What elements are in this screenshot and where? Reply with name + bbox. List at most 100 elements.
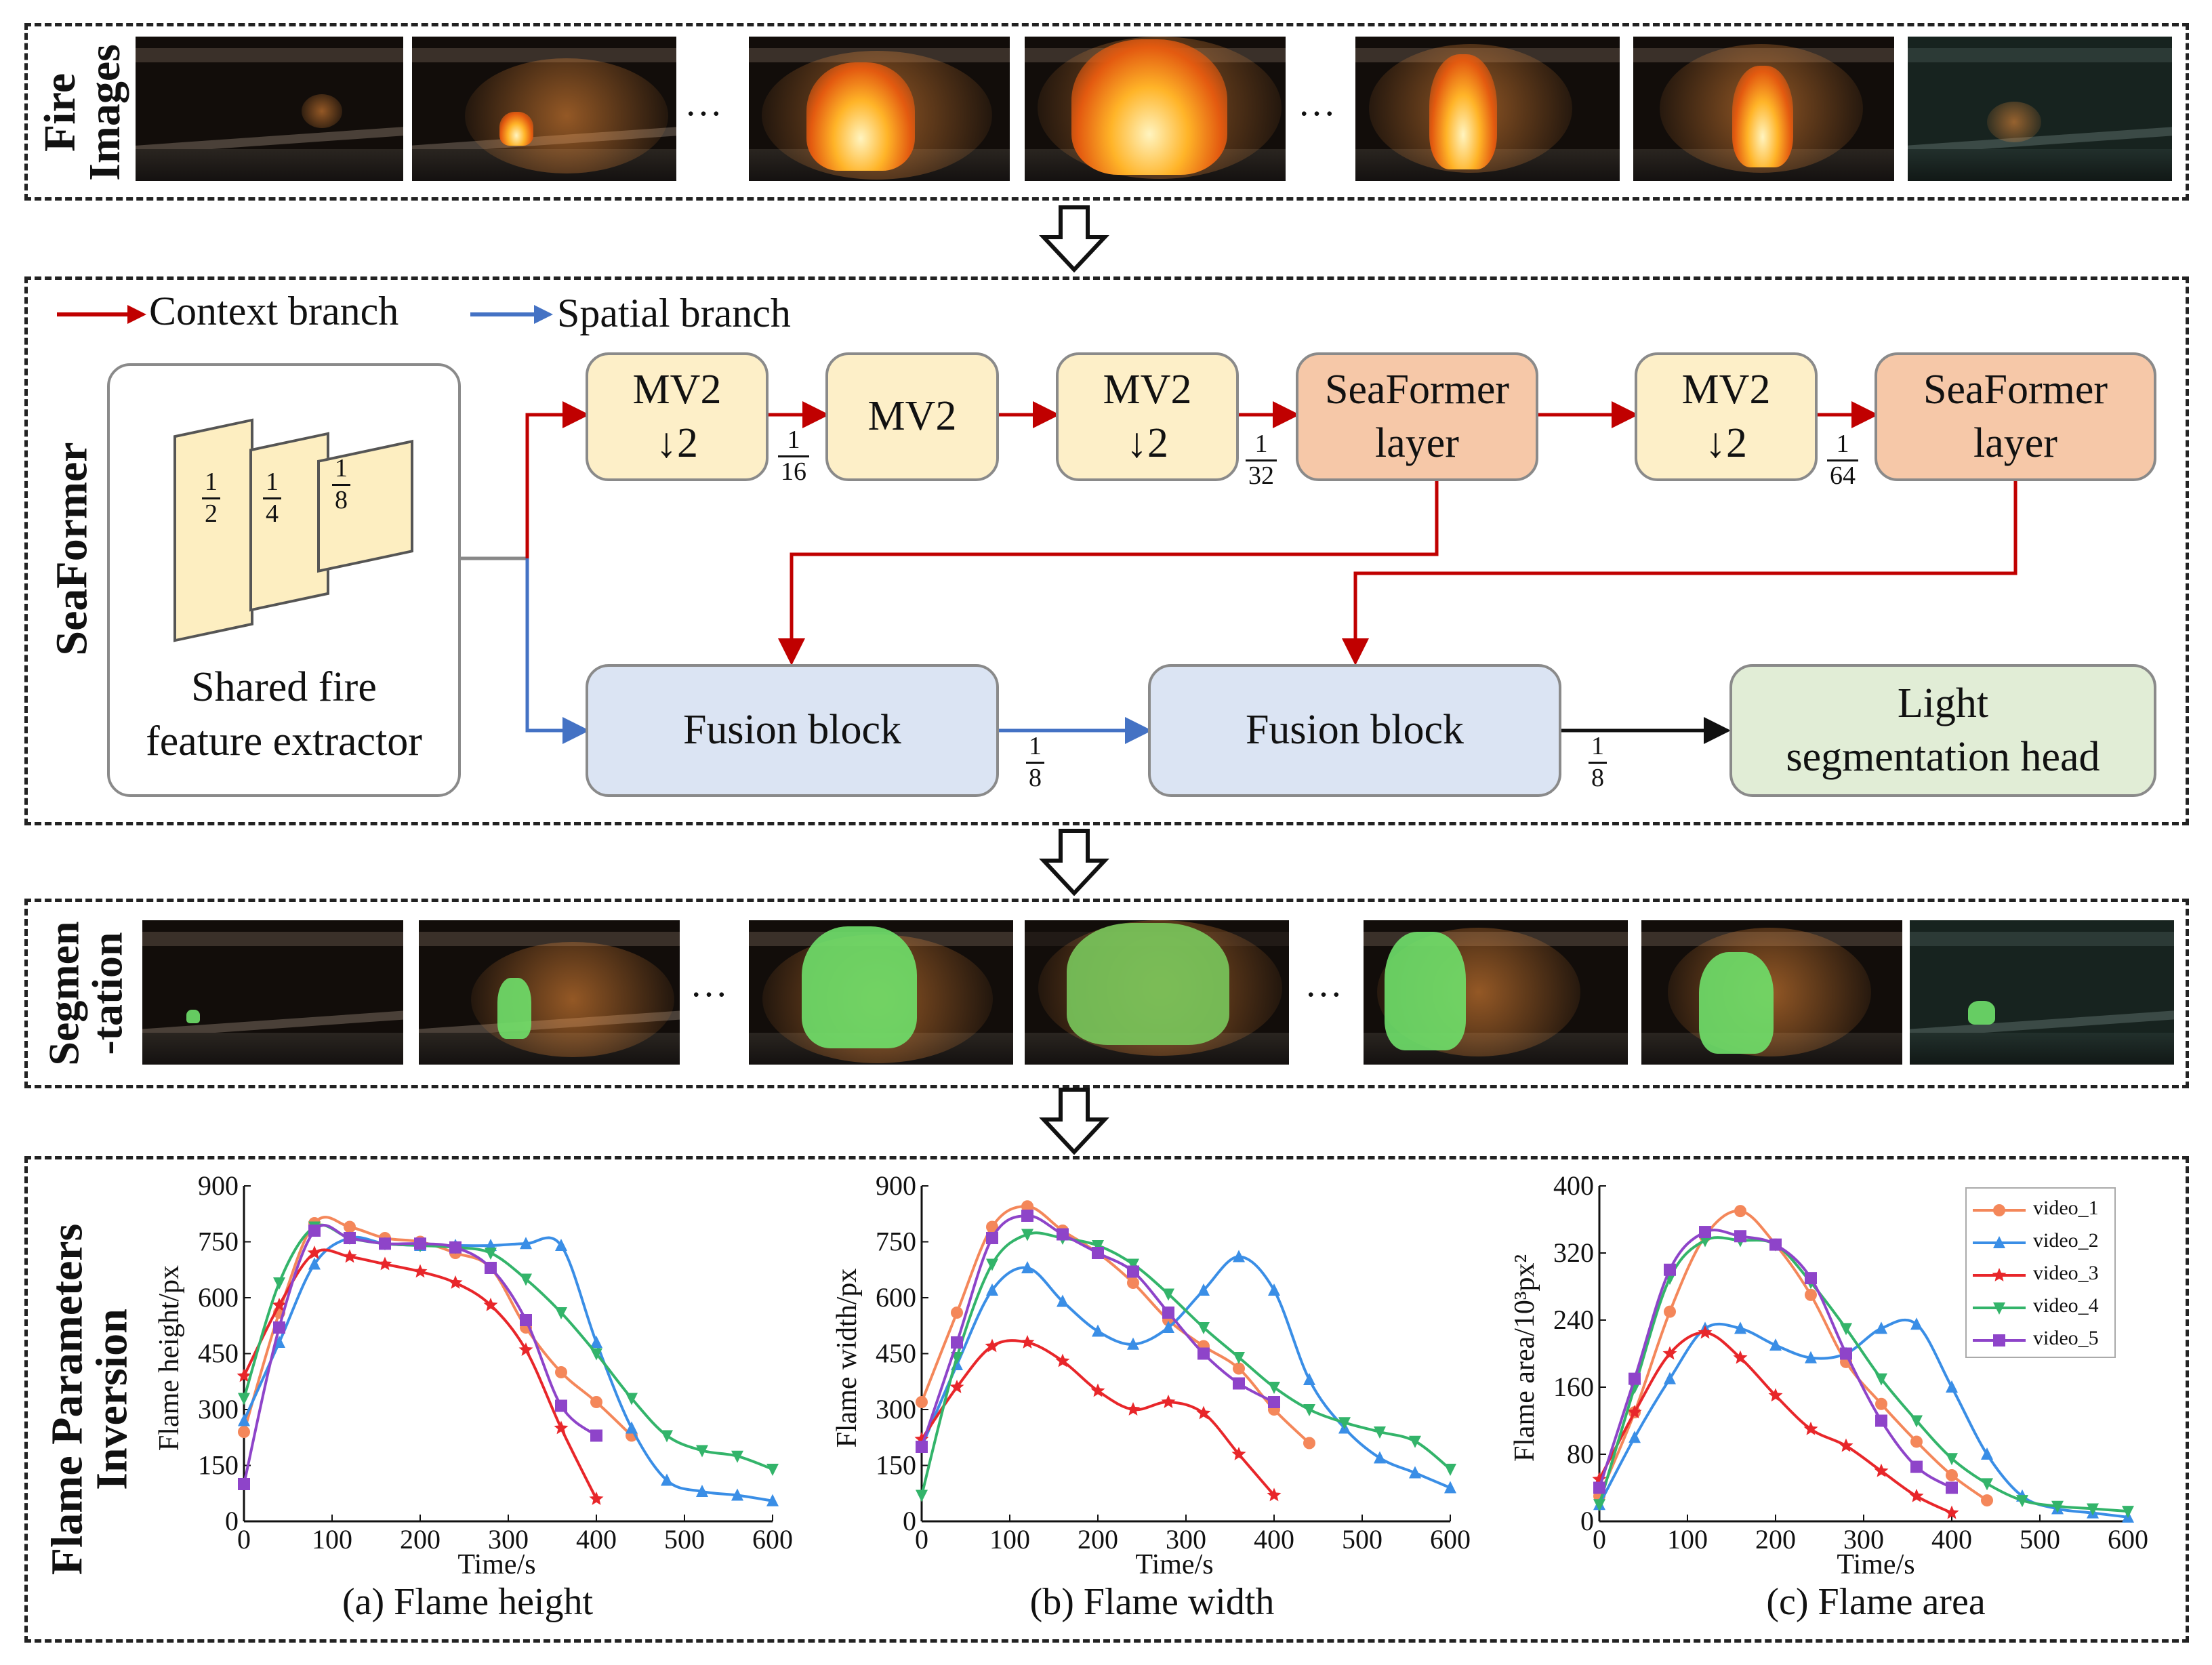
frac-den: 8 (332, 483, 350, 514)
data-point (1769, 1338, 1782, 1351)
x-tick-label: 400 (1254, 1524, 1294, 1555)
inversion-label: Flame Parameters Inversion (35, 1166, 144, 1633)
fire-image-5 (1355, 37, 1620, 181)
data-point (1197, 1283, 1210, 1296)
legend-video-1: video_1 (2033, 1197, 2099, 1219)
y-tick-label: 320 (1553, 1237, 1594, 1268)
series-line (243, 1223, 773, 1471)
seaformer-label: SeaFormer (35, 407, 110, 691)
data-point (1946, 1468, 1958, 1481)
shared-feature-extractor-label: Shared fire feature extractor (146, 664, 422, 764)
data-point (985, 1338, 1000, 1353)
series-line (1598, 1210, 1988, 1502)
series-video_5 (238, 1224, 602, 1490)
x-tick-label: 600 (2108, 1524, 2148, 1555)
y-tick-label: 150 (198, 1450, 239, 1481)
data-point (1734, 1205, 1746, 1218)
data-point (626, 1421, 638, 1434)
data-point (1733, 1350, 1748, 1364)
data-point (766, 1464, 779, 1476)
data-point (308, 1257, 321, 1270)
legend-video-5: video_5 (2033, 1327, 2099, 1349)
y-tick-label: 900 (198, 1172, 239, 1201)
data-point (1593, 1499, 1605, 1512)
x-tick-label: 500 (2020, 1524, 2060, 1555)
y-tick-label: 0 (225, 1506, 239, 1536)
x-tick-label: 200 (1755, 1524, 1796, 1555)
down-arrow-3 (1039, 1088, 1109, 1155)
x-tick-label: 300 (488, 1524, 529, 1555)
fire-images-panel (24, 23, 2189, 201)
data-point (1126, 1402, 1141, 1416)
data-point (1409, 1435, 1421, 1448)
frac-num: 1 (205, 468, 218, 496)
data-point (1338, 1417, 1351, 1430)
y-tick-label: 450 (876, 1338, 916, 1369)
data-point (590, 1429, 602, 1442)
series-line (920, 1205, 1311, 1444)
data-point (696, 1485, 708, 1497)
caption-flame-height: (a) Flame height (342, 1581, 594, 1623)
data-point (1057, 1228, 1069, 1241)
x-tick-label: 0 (1593, 1524, 1606, 1555)
data-point (1664, 1305, 1676, 1318)
data-point (589, 1492, 604, 1505)
x-tick-label: 200 (400, 1524, 441, 1555)
frac-num: 1 (1591, 732, 1604, 760)
data-point (1769, 1238, 1782, 1251)
data-point (1161, 1395, 1176, 1408)
data-point (1593, 1481, 1605, 1494)
frac-den: 32 (1246, 459, 1277, 490)
fire-image-2 (412, 37, 676, 181)
data-point (1944, 1505, 1959, 1519)
seg-image-3 (749, 920, 1013, 1065)
x-tick-label: 100 (312, 1524, 352, 1555)
data-point (1057, 1294, 1069, 1307)
legend-mark-video_2 (1973, 1236, 2026, 1248)
data-point (986, 1220, 998, 1233)
mv2-block-2: MV2 (825, 352, 999, 481)
data-point (1092, 1324, 1104, 1337)
data-point (1910, 1460, 1923, 1473)
fire-images-label: Fire Images (35, 31, 130, 194)
data-point (485, 1248, 497, 1260)
data-point (1092, 1247, 1104, 1259)
data-point (949, 1380, 964, 1393)
axes: 0 100 200 300 400 500 600 0 80 160 240 320 400 (1553, 1172, 2148, 1555)
data-point (1127, 1337, 1139, 1350)
data-point (1233, 1352, 1245, 1364)
data-point (1374, 1451, 1386, 1464)
data-point (342, 1249, 357, 1263)
chart-flame-area: 0 100 200 300 400 500 600 0 80 160 240 320 400 (1553, 1172, 2148, 1555)
data-point (1162, 1288, 1174, 1301)
mv2-block-4: MV2 ↓2 (1635, 352, 1818, 481)
caption-flame-area: (c) Flame area (1766, 1581, 1986, 1623)
data-point (1875, 1397, 1887, 1410)
data-point (1875, 1321, 1887, 1334)
data-point (951, 1307, 963, 1319)
context-branch-legend: Context branch (149, 289, 399, 333)
segmentation-label-line2: -tation (83, 932, 131, 1055)
x-tick-label: 0 (237, 1524, 251, 1555)
axes: 0 100 200 300 400 500 600 0 150 300 450 600 750 900 (198, 1172, 793, 1555)
data-point (1629, 1372, 1641, 1385)
feature-layer-half (173, 418, 253, 642)
data-point (520, 1273, 532, 1286)
data-point (766, 1494, 779, 1506)
seaformer-layer-1: SeaFormer layer (1296, 352, 1538, 481)
fire-image-7 (1908, 37, 2172, 181)
x-tick-label: 300 (1843, 1524, 1884, 1555)
data-point (1839, 1438, 1853, 1452)
legend-marker (1992, 1268, 2007, 1281)
x-tick-label: 200 (1078, 1524, 1118, 1555)
legend-video-3: video_3 (2033, 1262, 2099, 1284)
legend-mark-video_1 (1973, 1204, 2026, 1216)
data-point (1662, 1346, 1677, 1360)
data-point (1127, 1265, 1139, 1278)
ylabel-flame-height: Flame height/px (154, 1265, 185, 1452)
data-point (731, 1488, 743, 1501)
data-point (555, 1399, 567, 1412)
segmentation-label: Segmen -tation (35, 905, 137, 1082)
data-point (1910, 1435, 1923, 1448)
